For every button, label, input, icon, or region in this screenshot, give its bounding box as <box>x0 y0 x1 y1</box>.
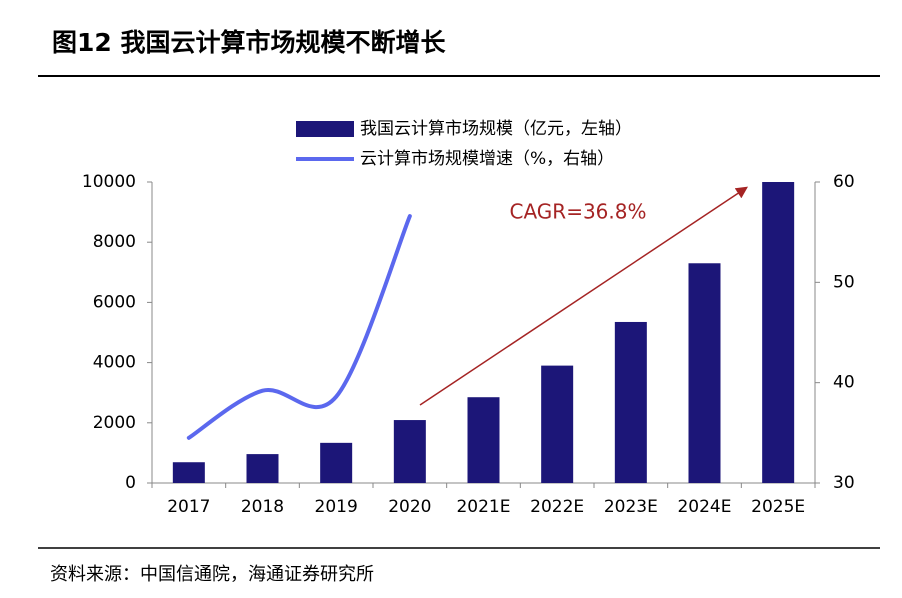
y2-tick-label: 30 <box>833 473 855 493</box>
source: 资料来源：中国信通院，海通证券研究所 <box>50 564 374 585</box>
x-tick-label: 2023E <box>604 497 658 517</box>
x-tick-label: 2019 <box>315 497 358 517</box>
y-tick-label: 8000 <box>93 232 136 252</box>
line <box>186 214 412 440</box>
annotation: CAGR=36.8% <box>510 200 647 224</box>
x-tick-label: 2017 <box>167 497 210 517</box>
trend-arrow <box>419 186 748 406</box>
x-tick-label: 2021E <box>456 497 510 517</box>
y-tick-label: 0 <box>125 473 136 493</box>
legend-label: 云计算市场规模增速（%，右轴） <box>360 149 614 169</box>
bar <box>246 454 279 483</box>
x-tick-label: 2025E <box>751 497 805 517</box>
bar <box>320 442 353 483</box>
y2-tick-label: 50 <box>833 272 855 292</box>
chart-title: 图12 我国云计算市场规模不断增长 <box>52 28 446 57</box>
bar <box>762 182 795 483</box>
y2-tick-label: 40 <box>833 373 855 393</box>
bar <box>393 420 426 483</box>
bar <box>688 263 721 483</box>
bar <box>172 462 205 483</box>
y-tick-label: 4000 <box>93 353 136 373</box>
bar <box>541 365 574 483</box>
y-tick-label: 10000 <box>82 172 136 192</box>
x-tick-label: 2024E <box>677 497 731 517</box>
legend-swatch <box>296 121 354 137</box>
x-tick-label: 2020 <box>388 497 431 517</box>
y-tick-label: 2000 <box>93 413 136 433</box>
bar <box>467 397 500 483</box>
y2-tick-label: 60 <box>833 172 855 192</box>
x-tick-label: 2018 <box>241 497 284 517</box>
legend-label: 我国云计算市场规模（亿元，左轴） <box>360 119 632 139</box>
bar <box>614 321 647 483</box>
y-tick-label: 6000 <box>93 292 136 312</box>
x-tick-label: 2022E <box>530 497 584 517</box>
